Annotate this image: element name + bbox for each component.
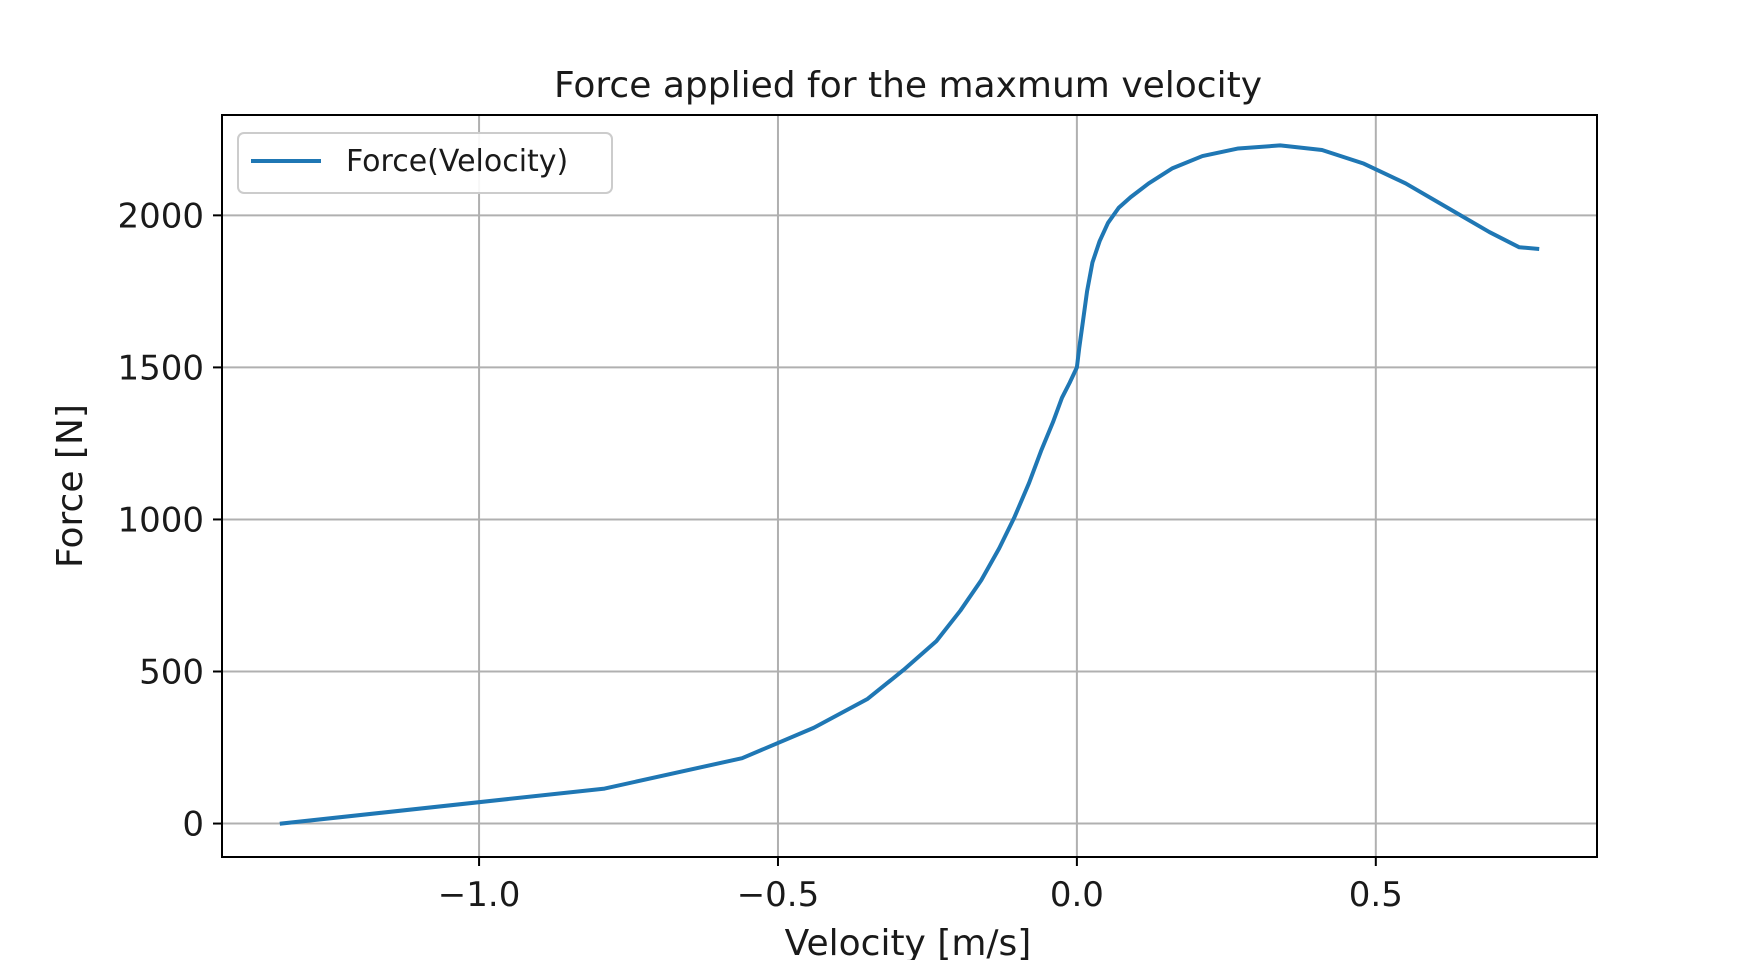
series-line-force-velocity — [279, 143, 1540, 826]
legend: Force(Velocity) — [237, 132, 613, 194]
y-tick-label: 0 — [182, 805, 204, 845]
grid — [222, 115, 1597, 857]
y-axis-label: Force [N] — [50, 404, 91, 568]
x-tick-label: −0.5 — [737, 875, 820, 915]
y-tick-label: 1000 — [117, 500, 204, 540]
legend-box — [237, 132, 613, 194]
y-tick-label: 2000 — [117, 196, 204, 236]
y-tick-label: 1500 — [117, 348, 204, 388]
legend-label: Force(Velocity) — [346, 144, 568, 179]
x-tick-label: 0.5 — [1349, 875, 1403, 915]
axis-ticks: −1.0 −0.5 0.0 0.5 0 500 1000 1500 2000 — [117, 196, 1402, 915]
chart-title: Force applied for the maxmum velocity — [554, 65, 1262, 106]
y-tick-label: 500 — [139, 653, 204, 693]
series-layer — [279, 143, 1540, 826]
x-axis-label: Velocity [m/s] — [785, 923, 1032, 960]
x-tick-label: −1.0 — [438, 875, 521, 915]
plot-frame — [221, 114, 1598, 858]
x-tick-label: 0.0 — [1050, 875, 1104, 915]
